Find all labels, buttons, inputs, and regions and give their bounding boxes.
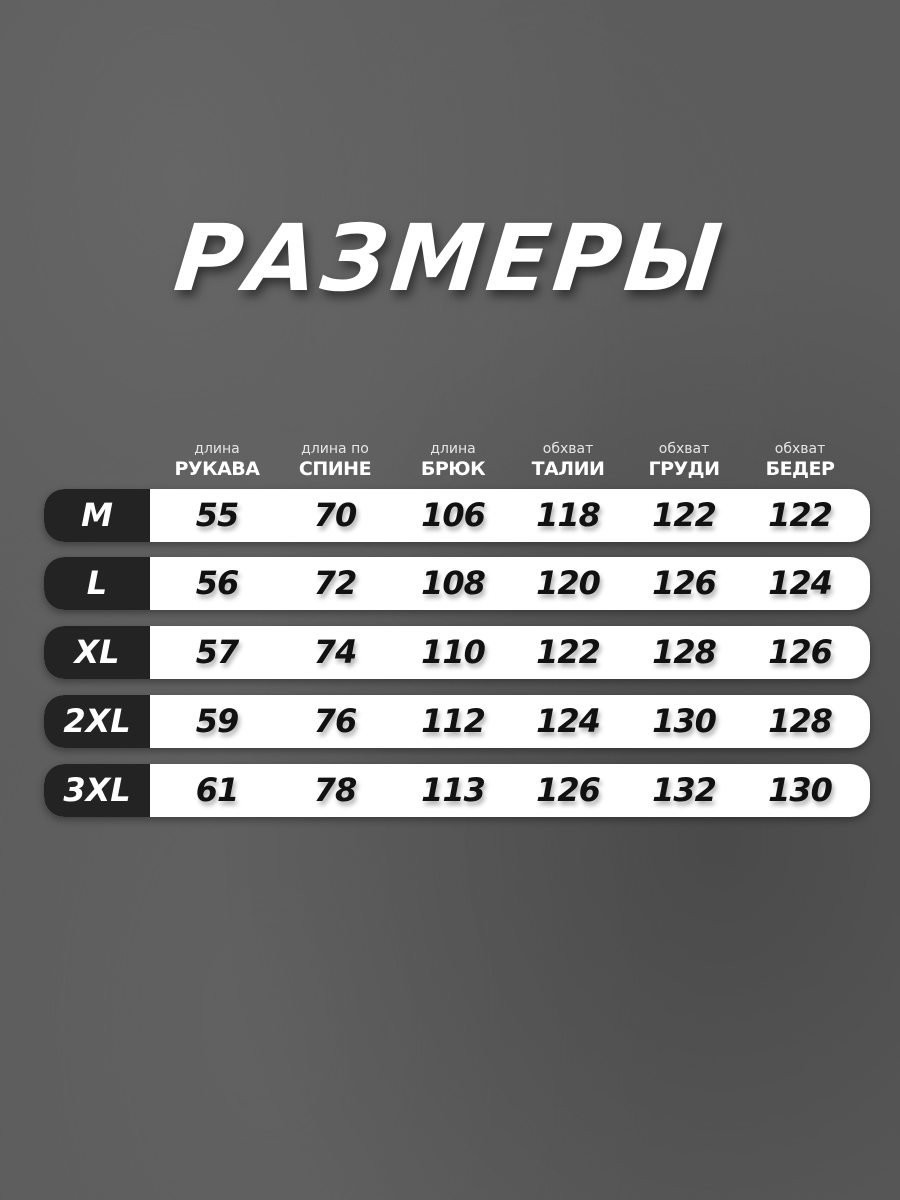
size-label: 2XL [44,695,150,748]
column-header-main: БЕДЕР [765,458,835,480]
table-cell: 106 [421,496,486,534]
table-cell: 132 [652,771,717,809]
column-header-main: ТАЛИИ [531,458,605,480]
table-cell: 70 [313,496,358,534]
column-header-sub: длина по [301,441,369,457]
table-cell: 72 [313,564,358,602]
table-cell: 128 [652,633,717,671]
table-cell: 128 [768,702,833,740]
column-header: длина по СПИНЕ [270,441,400,481]
table-row: L 56 72 108 120 126 124 [44,557,870,610]
column-header-sub: обхват [542,441,594,457]
column-header-main: ГРУДИ [648,458,720,480]
column-header: обхват БЕДЕР [735,441,865,481]
table-cell: 122 [536,633,601,671]
size-label: M [44,489,150,542]
table-cell: 124 [536,702,601,740]
size-label: XL [44,626,150,679]
table-cell: 113 [421,771,486,809]
table-row: XL 57 74 110 122 128 126 [44,626,870,679]
table-cell: 126 [768,633,833,671]
table-cell: 108 [421,564,486,602]
table-cell: 74 [313,633,358,671]
column-header: обхват ТАЛИИ [503,441,633,481]
table-cell: 55 [195,496,240,534]
table-cell: 124 [768,564,833,602]
column-header-sub: длина [194,441,240,457]
column-header-main: БРЮК [420,458,486,480]
table-cell: 110 [421,633,486,671]
column-header-sub: обхват [774,441,826,457]
size-label: L [44,557,150,610]
table-cell: 130 [652,702,717,740]
table-cell: 122 [652,496,717,534]
table-cell: 57 [195,633,240,671]
table-cell: 130 [768,771,833,809]
column-header: длина БРЮК [388,441,518,481]
size-label: 3XL [44,764,150,817]
table-cell: 120 [536,564,601,602]
column-header-sub: обхват [658,441,710,457]
column-header-main: СПИНЕ [298,458,372,480]
table-cell: 78 [313,771,358,809]
table-cell: 56 [195,564,240,602]
table-row: M 55 70 106 118 122 122 [44,489,870,542]
table-cell: 76 [313,702,358,740]
column-header: обхват ГРУДИ [619,441,749,481]
table-cell: 112 [421,702,486,740]
table-cell: 126 [536,771,601,809]
column-header-main: РУКАВА [174,458,261,480]
column-header: длина РУКАВА [152,441,282,481]
table-cell: 126 [652,564,717,602]
table-cell: 118 [536,496,601,534]
page-title: РАЗМЕРЫ [169,205,731,312]
table-cell: 122 [768,496,833,534]
table-row: 3XL 61 78 113 126 132 130 [44,764,870,817]
table-cell: 59 [195,702,240,740]
table-row: 2XL 59 76 112 124 130 128 [44,695,870,748]
table-cell: 61 [195,771,240,809]
column-header-sub: длина [430,441,476,457]
